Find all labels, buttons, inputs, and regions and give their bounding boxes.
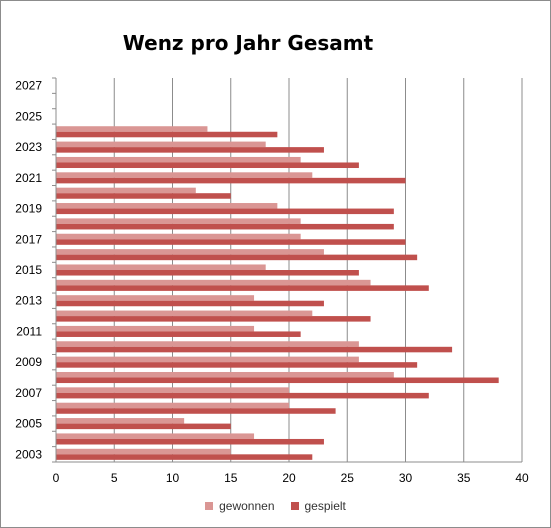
bar-gewonnen-2005 [56,418,185,424]
bar-gespielt-2010 [56,346,453,353]
y-tick-label-2005: 2005 [15,417,42,431]
y-tick-label-2023: 2023 [15,140,42,154]
bar-gespielt-2016 [56,254,418,261]
chart-title: Wenz pro Jahr Gesamt [122,31,374,55]
bar-gewonnen-2010 [56,341,359,347]
bar-gewonnen-2024 [56,126,208,132]
bar-gespielt-2012 [56,316,371,322]
bar-gespielt-2003 [56,454,313,460]
y-tick-label-2025: 2025 [15,109,42,123]
x-tick-label-35: 35 [457,471,471,485]
bar-gewonnen-2006 [56,402,289,409]
bar-gespielt-2004 [56,438,324,445]
legend-item-gespielt: gespielt [290,499,346,513]
x-tick-label-5: 5 [111,471,118,485]
legend-swatch-gespielt [290,502,299,510]
y-tick-label-2017: 2017 [15,232,42,246]
x-tick-label-0: 0 [53,471,60,485]
bar-gewonnen-2021 [56,172,313,178]
bar-gespielt-2007 [56,392,429,399]
legend-item-gewonnen: gewonnen [205,499,275,513]
bar-gewonnen-2004 [56,433,255,439]
legend: gewonnen gespielt [0,499,551,513]
y-tick-label-2019: 2019 [15,202,42,216]
bar-gewonnen-2022 [56,156,301,163]
bar-gewonnen-2016 [56,249,324,255]
x-tick-label-20: 20 [282,471,296,485]
y-tick-label-2007: 2007 [15,386,42,400]
x-tick-label-25: 25 [341,471,355,485]
bar-gewonnen-2020 [56,187,196,194]
bar-gewonnen-2008 [56,371,394,378]
bar-gewonnen-2013 [56,295,255,301]
legend-swatch-gewonnen [205,502,214,510]
y-tick-label-2013: 2013 [15,294,42,308]
bar-gespielt-2015 [56,270,359,276]
bar-gespielt-2006 [56,408,336,414]
legend-label-gewonnen: gewonnen [219,499,275,513]
bar-gewonnen-2023 [56,141,266,148]
bar-gewonnen-2014 [56,279,371,286]
x-tick-label-40: 40 [515,471,529,485]
y-tick-label-2021: 2021 [15,171,42,185]
bar-gespielt-2014 [56,285,429,291]
bar-gewonnen-2015 [56,264,266,270]
y-tick-label-2009: 2009 [15,355,42,369]
y-tick-label-2027: 2027 [15,79,42,93]
x-tick-label-15: 15 [224,471,238,485]
bar-gespielt-2017 [56,239,406,245]
bar-gewonnen-2017 [56,233,301,240]
legend-label-gespielt: gespielt [304,499,346,513]
bar-gespielt-2013 [56,300,324,307]
bar-gewonnen-2019 [56,203,278,209]
bar-gespielt-2011 [56,331,301,337]
x-tick-label-10: 10 [166,471,180,485]
bar-gespielt-2005 [56,423,231,430]
bar-gespielt-2009 [56,362,418,368]
y-tick-label-2011: 2011 [16,324,42,338]
bar-gespielt-2008 [56,377,499,384]
x-tick-label-30: 30 [399,471,413,485]
bar-gewonnen-2003 [56,448,231,455]
bar-gespielt-2024 [56,131,278,138]
bar-gewonnen-2007 [56,387,289,393]
bar-gespielt-2022 [56,162,359,169]
bar-gespielt-2023 [56,147,324,153]
bar-gewonnen-2009 [56,356,359,363]
bar-gewonnen-2012 [56,310,313,317]
bar-gespielt-2021 [56,177,406,184]
bar-gewonnen-2011 [56,325,255,332]
bar-gespielt-2019 [56,208,394,215]
bar-gespielt-2018 [56,223,394,230]
bar-gewonnen-2018 [56,218,301,224]
y-tick-label-2015: 2015 [15,263,42,277]
y-tick-label-2003: 2003 [15,447,42,461]
bar-gespielt-2020 [56,193,231,199]
